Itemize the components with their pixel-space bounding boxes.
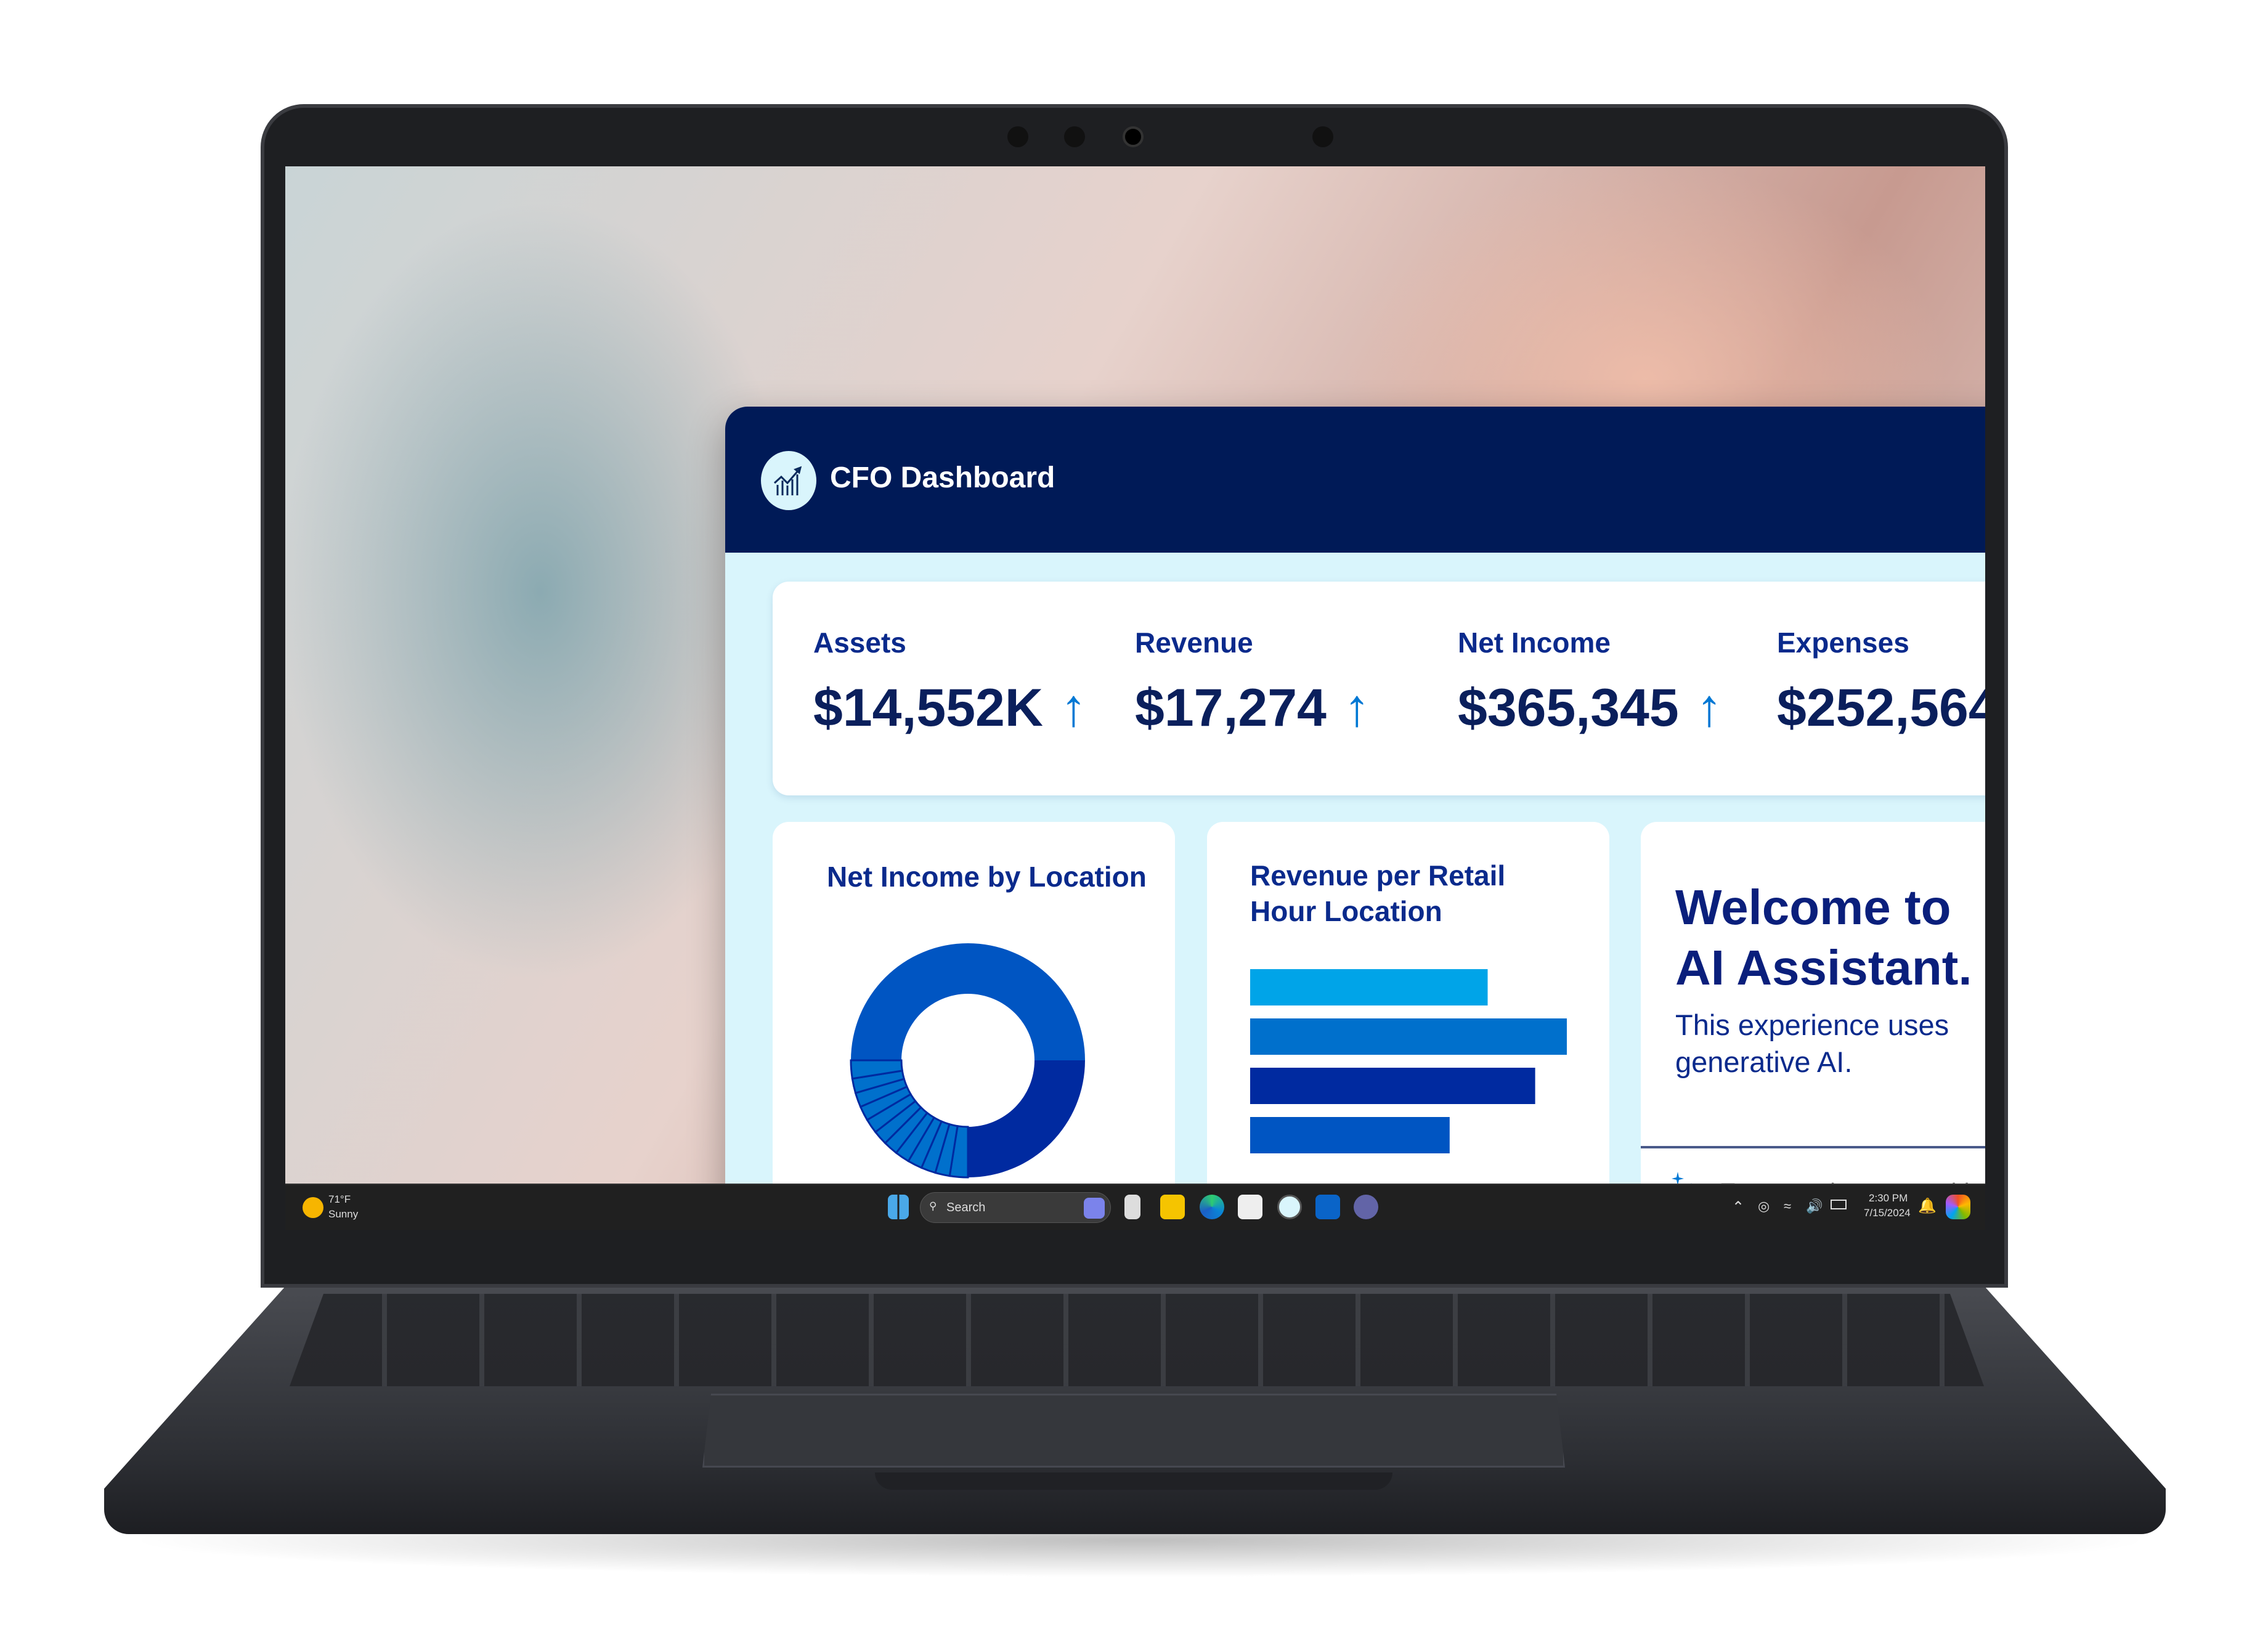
chevron-up-icon[interactable]: ⌃ bbox=[1732, 1199, 1745, 1216]
cfo-dashboard-app-icon[interactable] bbox=[1277, 1195, 1302, 1219]
bar bbox=[1250, 1018, 1567, 1055]
bar bbox=[1250, 1117, 1450, 1153]
kpi-label: Expenses bbox=[1777, 627, 1909, 659]
subtitle-line: generative AI. bbox=[1675, 1046, 1853, 1078]
network-icon[interactable]: ◎ bbox=[1758, 1198, 1770, 1214]
weather-desc: Sunny bbox=[328, 1208, 359, 1220]
sensor-icon bbox=[1007, 126, 1028, 147]
card-title-line: Revenue per Retail bbox=[1250, 859, 1506, 892]
wifi-icon[interactable]: ≈ bbox=[1784, 1198, 1792, 1214]
bar bbox=[1250, 969, 1488, 1005]
donut-slice bbox=[968, 1060, 1085, 1177]
search-icon: ⚲ bbox=[929, 1200, 937, 1212]
donut-chart bbox=[850, 943, 1085, 1179]
notification-bell-icon[interactable]: 🔔 bbox=[1918, 1198, 1937, 1214]
revenue-card: Revenue per Retail Hour Location bbox=[1207, 822, 1609, 1230]
outlook-icon[interactable] bbox=[1315, 1195, 1340, 1219]
kpi-value: $17,274 bbox=[1135, 678, 1327, 737]
ai-assistant-card: Welcome to AI Assistant. This experience … bbox=[1641, 822, 1985, 1230]
arrow-up-icon: ↑ bbox=[1343, 678, 1370, 737]
copilot-search-icon bbox=[1084, 1198, 1105, 1219]
cfo-dashboard-window: CFO Dashboard Assets $14,552K ↑ Revenue $17… bbox=[725, 407, 1985, 1230]
search-label: Search bbox=[946, 1201, 986, 1214]
assistant-subtitle: This experience uses generative AI. bbox=[1675, 1007, 1949, 1081]
heading-line: AI Assistant. bbox=[1675, 940, 1972, 995]
kpi-net-income: Net Income $365,345 ↑ bbox=[1458, 626, 1723, 739]
battery-icon[interactable] bbox=[1831, 1200, 1847, 1209]
kpi-value: $365,345 bbox=[1458, 678, 1679, 737]
kpi-label: Assets bbox=[813, 627, 906, 659]
heading-line: Welcome to bbox=[1675, 880, 1951, 935]
arrow-up-icon: ↑ bbox=[1696, 678, 1723, 737]
weather-sun-icon[interactable] bbox=[303, 1197, 323, 1218]
kpi-expenses: Expenses$252,564↑ bbox=[1777, 626, 1985, 739]
donut-slice bbox=[851, 943, 1085, 1060]
teams-icon[interactable] bbox=[1354, 1195, 1378, 1219]
copilot-icon[interactable] bbox=[1946, 1195, 1970, 1219]
kpi-summary-card: Assets $14,552K ↑ Revenue $17,274 ↑ Net Inco… bbox=[773, 582, 1985, 795]
sensor-icon bbox=[1064, 126, 1085, 147]
net-income-card: Net Income by Location bbox=[773, 822, 1175, 1230]
volume-icon[interactable]: 🔊 bbox=[1806, 1198, 1823, 1214]
welcome-heading: Welcome to AI Assistant. bbox=[1675, 877, 1972, 998]
card-title: Net Income by Location bbox=[827, 861, 1147, 893]
touchpad bbox=[702, 1394, 1565, 1468]
arrow-up-icon: ↑ bbox=[1060, 678, 1087, 737]
app-title: CFO Dashboard bbox=[830, 461, 1055, 494]
screen: CFO Dashboard Assets $14,552K ↑ Revenue $17… bbox=[285, 166, 1985, 1230]
card-title-line: Hour Location bbox=[1250, 895, 1442, 927]
subtitle-line: This experience uses bbox=[1675, 1009, 1949, 1041]
chart-trend-up-icon bbox=[761, 451, 816, 510]
keyboard bbox=[290, 1294, 1984, 1386]
camera-icon bbox=[1123, 126, 1144, 147]
taskbar: 71°F Sunny ⚲ Search ⌃ ◎ ≈ 🔊 2:30 PM 7/15… bbox=[285, 1184, 1985, 1230]
kpi-label: Revenue bbox=[1135, 627, 1253, 659]
kpi-revenue: Revenue $17,274 ↑ bbox=[1135, 626, 1370, 739]
card-title: Revenue per Retail Hour Location bbox=[1250, 858, 1505, 929]
laptop-hinge bbox=[875, 1472, 1392, 1490]
divider bbox=[1641, 1146, 1985, 1148]
dashboard-header: CFO Dashboard bbox=[725, 407, 1985, 553]
bar bbox=[1250, 1068, 1535, 1104]
kpi-label: Net Income bbox=[1458, 627, 1611, 659]
windows-start-icon[interactable] bbox=[888, 1195, 909, 1219]
bar-chart bbox=[1250, 969, 1567, 1153]
donut-slice bbox=[850, 1059, 904, 1080]
sensor-icon bbox=[1312, 126, 1333, 147]
kpi-value: $14,552K bbox=[813, 678, 1043, 737]
edge-browser-icon[interactable] bbox=[1200, 1195, 1224, 1219]
clock-time[interactable]: 2:30 PM bbox=[1869, 1192, 1908, 1204]
task-view-icon[interactable] bbox=[1124, 1195, 1140, 1219]
kpi-assets: Assets $14,552K ↑ bbox=[813, 626, 1087, 739]
taskbar-search[interactable]: ⚲ Search bbox=[920, 1192, 1111, 1223]
file-explorer-icon[interactable] bbox=[1160, 1195, 1185, 1219]
clock-date[interactable]: 7/15/2024 bbox=[1864, 1207, 1911, 1219]
weather-temp: 71°F bbox=[328, 1193, 351, 1205]
microsoft-store-icon[interactable] bbox=[1238, 1195, 1262, 1219]
kpi-value: $252,564 bbox=[1777, 678, 1985, 737]
